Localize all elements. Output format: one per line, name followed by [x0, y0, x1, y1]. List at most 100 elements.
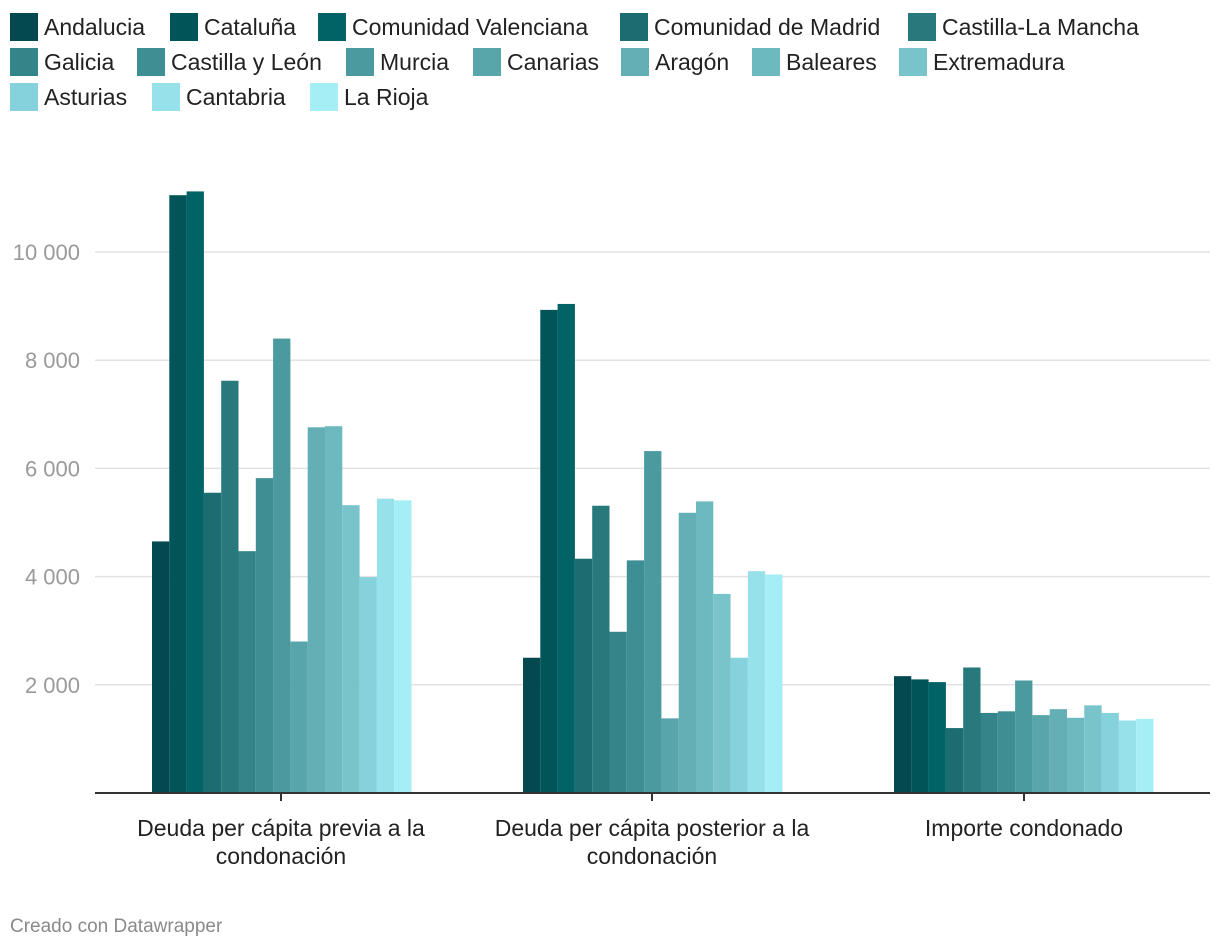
bar: [661, 718, 679, 793]
legend-label: Extremadura: [933, 48, 1065, 75]
legend-item: Galicia: [10, 47, 114, 77]
bar: [574, 558, 593, 793]
legend-item: Castilla y León: [137, 47, 322, 77]
legend-label: Comunidad de Madrid: [654, 13, 881, 40]
legend-label: Andalucia: [44, 13, 146, 40]
y-tick-label: 8 000: [25, 348, 80, 373]
legend-label: Comunidad Valenciana: [352, 13, 589, 40]
legend-item: Andalucia: [10, 12, 145, 42]
bar: [894, 676, 912, 793]
legend-label: Cantabria: [186, 83, 286, 110]
x-category-label: Deuda per cápita previa a la: [137, 815, 425, 841]
bar: [678, 512, 696, 793]
legend-swatch: [899, 48, 927, 76]
legend-item: Castilla-La Mancha: [908, 12, 1139, 42]
legend-swatch: [908, 13, 936, 41]
bar: [325, 426, 343, 793]
legend-swatch: [137, 48, 165, 76]
bar: [928, 682, 946, 793]
bar: [1032, 715, 1050, 793]
legend-swatch: [318, 13, 346, 41]
legend-item: Comunidad de Madrid: [620, 12, 880, 42]
bar: [221, 380, 239, 793]
x-category-label: Deuda per cápita posterior a la: [495, 815, 810, 841]
bar: [1015, 680, 1033, 793]
bar: [1101, 712, 1119, 793]
bar: [644, 451, 662, 793]
bar: [290, 641, 308, 793]
legend-swatch: [310, 83, 338, 111]
bar: [359, 577, 377, 793]
legend-label: Cataluña: [204, 13, 297, 40]
legend-label: Canarias: [507, 48, 600, 75]
bar: [255, 478, 274, 793]
legend-swatch: [152, 83, 180, 111]
bar: [342, 505, 360, 793]
legend-item: Cataluña: [170, 12, 296, 42]
legend-item: Canarias: [473, 47, 599, 77]
legend-item: Aragón: [621, 47, 729, 77]
bar: [376, 498, 395, 793]
bar: [557, 303, 575, 793]
bar: [609, 631, 627, 793]
legend-item: Comunidad Valenciana: [318, 12, 588, 42]
legend-label: Aragón: [655, 48, 730, 75]
bar: [730, 657, 748, 793]
bar: [307, 427, 325, 793]
legend-swatch: [620, 13, 648, 41]
bar: [203, 492, 222, 793]
legend-label: Castilla-La Mancha: [942, 13, 1139, 40]
bar: [1118, 720, 1137, 793]
legend-item: Extremadura: [899, 47, 1065, 77]
legend-label: Asturias: [44, 83, 128, 110]
x-category-label: condonación: [587, 843, 717, 869]
legend-swatch: [10, 83, 38, 111]
bar: [626, 560, 645, 793]
legend-label: La Rioja: [344, 83, 429, 110]
legend-item: Asturias: [10, 82, 127, 112]
bar: [152, 541, 170, 793]
bar: [1067, 717, 1085, 793]
bar: [980, 712, 998, 793]
y-tick-label: 10 000: [13, 240, 80, 265]
bar: [911, 679, 929, 793]
bar: [765, 574, 783, 793]
bar: [713, 593, 731, 793]
bar: [1049, 709, 1067, 793]
legend-swatch: [10, 48, 38, 76]
bar: [963, 667, 981, 793]
legend-swatch: [10, 13, 38, 41]
bar: [592, 505, 610, 793]
bar: [169, 195, 187, 793]
bar: [523, 657, 541, 793]
legend-label: Baleares: [786, 48, 877, 75]
bar: [1084, 705, 1102, 793]
legend-label: Galicia: [44, 48, 115, 75]
bar: [238, 551, 256, 793]
legend-swatch: [473, 48, 501, 76]
bar: [394, 500, 412, 793]
y-tick-label: 6 000: [25, 456, 80, 481]
legend-swatch: [346, 48, 374, 76]
bar: [1136, 718, 1154, 793]
legend-label: Murcia: [380, 48, 450, 75]
legend-item: Cantabria: [152, 82, 286, 112]
legend-swatch: [170, 13, 198, 41]
legend-item: Baleares: [752, 47, 877, 77]
bar: [945, 728, 964, 793]
y-tick-label: 4 000: [25, 565, 80, 590]
x-category-label: Importe condonado: [925, 815, 1123, 841]
footer-credit: Creado con Datawrapper: [10, 916, 223, 937]
legend-item: La Rioja: [310, 82, 428, 112]
bar: [540, 309, 558, 793]
legend-item: Murcia: [346, 47, 449, 77]
y-tick-label: 2 000: [25, 673, 80, 698]
legend-label: Castilla y León: [171, 48, 322, 75]
x-category-label: condonación: [216, 843, 346, 869]
bar: [273, 338, 291, 793]
bar: [997, 711, 1016, 793]
bar: [696, 501, 714, 793]
bar: [186, 191, 204, 793]
legend-swatch: [752, 48, 780, 76]
